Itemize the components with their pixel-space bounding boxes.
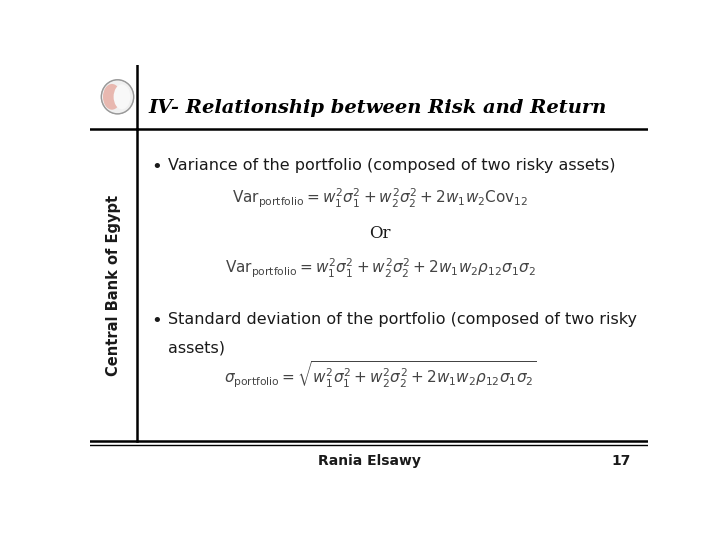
Text: IV- Relationship between Risk and Return: IV- Relationship between Risk and Return bbox=[148, 99, 607, 118]
Ellipse shape bbox=[102, 80, 134, 114]
Ellipse shape bbox=[103, 84, 121, 110]
Text: Central Bank of Egypt: Central Bank of Egypt bbox=[107, 194, 121, 376]
Text: Rania Elsawy: Rania Elsawy bbox=[318, 454, 420, 468]
Ellipse shape bbox=[114, 84, 130, 109]
Text: Or: Or bbox=[369, 225, 391, 242]
Text: Variance of the portfolio (composed of two risky assets): Variance of the portfolio (composed of t… bbox=[168, 158, 616, 173]
Text: assets): assets) bbox=[168, 341, 225, 355]
Text: 17: 17 bbox=[612, 454, 631, 468]
Text: $\mathrm{Var}_{\mathrm{portfolio}} = w_1^2\sigma_1^2 + w_2^2\sigma_2^2 + 2w_1 w_: $\mathrm{Var}_{\mathrm{portfolio}} = w_1… bbox=[232, 186, 528, 210]
Text: Standard deviation of the portfolio (composed of two risky: Standard deviation of the portfolio (com… bbox=[168, 312, 637, 327]
Text: •: • bbox=[151, 312, 162, 330]
Text: •: • bbox=[151, 158, 162, 177]
Text: $\sigma_{\mathrm{portfolio}} = \sqrt{w_1^2\sigma_1^2 + w_2^2\sigma_2^2 + 2w_1 w_: $\sigma_{\mathrm{portfolio}} = \sqrt{w_1… bbox=[224, 360, 536, 390]
Text: $\mathrm{Var}_{\mathrm{portfolio}} = w_1^2\sigma_1^2 + w_2^2\sigma_2^2 + 2w_1 w_: $\mathrm{Var}_{\mathrm{portfolio}} = w_1… bbox=[225, 257, 536, 280]
